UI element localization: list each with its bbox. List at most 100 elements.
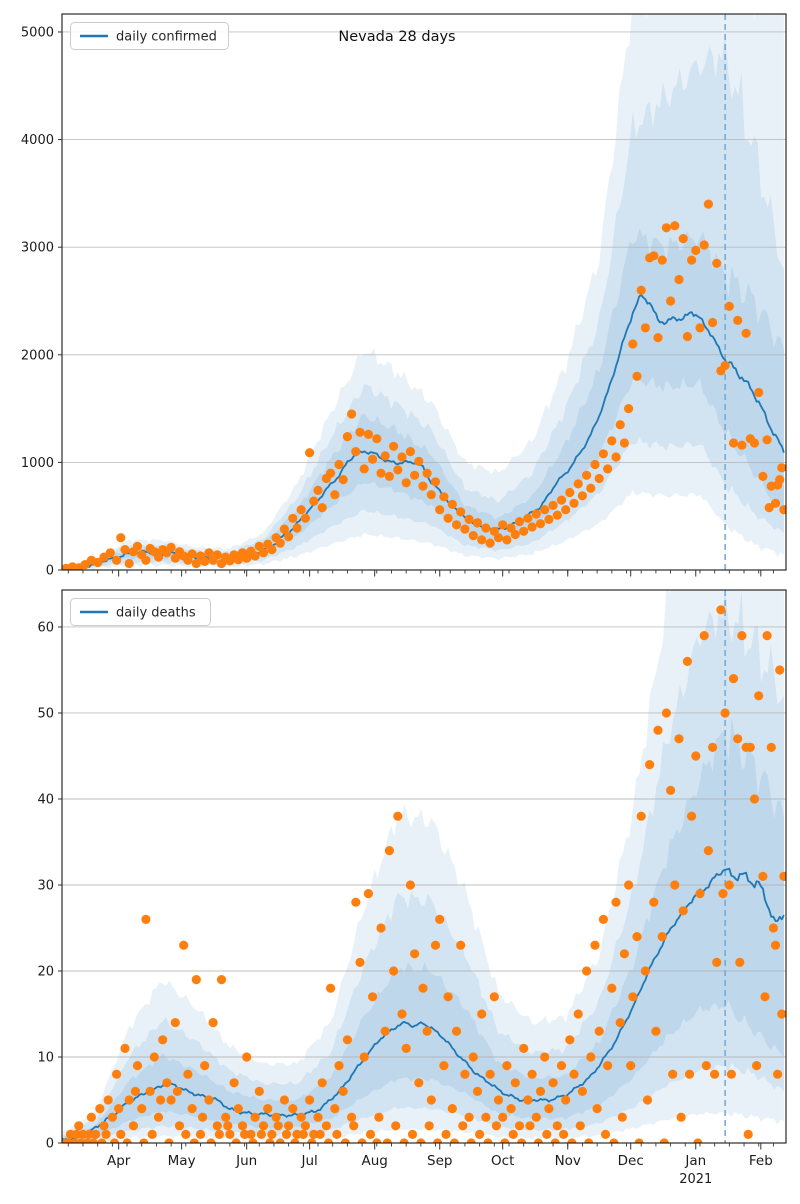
data-point: [74, 1121, 84, 1131]
data-point: [594, 1026, 604, 1036]
data-point: [464, 1112, 474, 1122]
data-point: [550, 1138, 560, 1143]
data-point: [514, 1121, 525, 1131]
y-tick-label: 1000: [21, 456, 54, 471]
data-point: [191, 558, 201, 569]
data-point: [206, 1138, 216, 1143]
data-point: [447, 499, 457, 509]
data-point: [101, 1129, 111, 1139]
data-point: [766, 742, 776, 753]
data-point: [743, 1129, 753, 1139]
legend-daily-confirmed: daily confirmed: [70, 22, 229, 50]
data-point: [263, 1104, 273, 1114]
data-point: [351, 897, 361, 907]
data-point: [198, 1112, 208, 1122]
y-tick-label: 0: [46, 1137, 54, 1152]
data-point: [609, 1138, 619, 1143]
data-point: [491, 1121, 501, 1131]
data-point: [598, 914, 609, 925]
data-point: [737, 631, 747, 641]
data-point: [475, 1129, 485, 1139]
data-point: [204, 1095, 214, 1105]
data-point: [380, 1026, 390, 1036]
x-axis: Apr May Jun Jul Aug Sep Oct Nov Dec Jan Feb 2021: [67, 1143, 774, 1187]
data-point: [305, 1095, 315, 1105]
legend-daily-deaths: daily deaths: [70, 598, 211, 626]
data-point: [97, 1138, 107, 1143]
data-point: [300, 1121, 310, 1131]
data-point: [380, 451, 390, 461]
data-point: [86, 1112, 96, 1122]
axes-frame: [61, 13, 787, 571]
data-point: [733, 315, 743, 325]
data-point: [523, 1095, 533, 1105]
data-point: [407, 1129, 418, 1139]
legend-label: daily confirmed: [116, 30, 217, 45]
data-point: [240, 1129, 250, 1139]
data-point: [223, 1121, 233, 1131]
data-point: [670, 880, 680, 890]
data-point: [72, 1129, 82, 1139]
data-point: [418, 983, 428, 993]
data-point: [342, 432, 352, 442]
data-point: [619, 438, 630, 448]
data-point: [355, 427, 365, 437]
daily-confirmed-scatter: [62, 199, 786, 570]
data-point: [773, 1069, 783, 1079]
data-point: [189, 1138, 199, 1143]
data-point: [642, 1095, 653, 1105]
data-point: [777, 463, 786, 473]
data-point: [439, 1061, 449, 1071]
data-point: [456, 507, 466, 517]
data-point: [153, 552, 164, 562]
data-point: [670, 221, 680, 231]
data-point: [95, 1104, 105, 1114]
data-point: [141, 914, 151, 925]
data-point: [449, 1138, 459, 1143]
data-point: [330, 1104, 340, 1114]
data-point: [242, 1052, 252, 1062]
data-point: [649, 897, 659, 907]
data-point: [393, 811, 403, 821]
data-point: [611, 452, 621, 462]
data-point: [120, 1043, 130, 1053]
data-point: [684, 1069, 695, 1079]
data-point: [737, 440, 747, 450]
data-point: [443, 992, 453, 1002]
data-point: [246, 1129, 256, 1139]
data-point: [401, 1043, 411, 1053]
data-point: [666, 785, 676, 796]
data-point: [273, 1121, 283, 1131]
data-point: [357, 1138, 367, 1143]
data-point: [212, 1121, 222, 1131]
data-point: [267, 1129, 277, 1139]
data-point: [531, 509, 541, 519]
data-point: [527, 1069, 537, 1079]
data-point: [493, 1095, 504, 1105]
data-point: [481, 523, 491, 533]
data-point: [309, 496, 319, 506]
data-point: [250, 1112, 260, 1122]
legend-frame: [70, 22, 229, 50]
data-point: [397, 1009, 407, 1019]
data-point: [493, 533, 504, 543]
data-point: [728, 674, 739, 684]
data-point: [699, 631, 709, 641]
data-point: [674, 274, 684, 285]
legend-frame: [70, 598, 211, 626]
data-point: [718, 889, 728, 899]
data-point: [122, 1138, 132, 1143]
data-point: [313, 485, 323, 495]
data-point: [582, 470, 592, 480]
data-point: [483, 1138, 493, 1143]
data-point: [724, 301, 734, 311]
data-point: [216, 975, 227, 985]
data-point: [542, 1129, 552, 1139]
data-point: [132, 541, 143, 551]
data-point: [472, 1086, 483, 1096]
data-point: [195, 1129, 206, 1139]
data-point: [691, 245, 701, 255]
data-point: [567, 1138, 577, 1143]
